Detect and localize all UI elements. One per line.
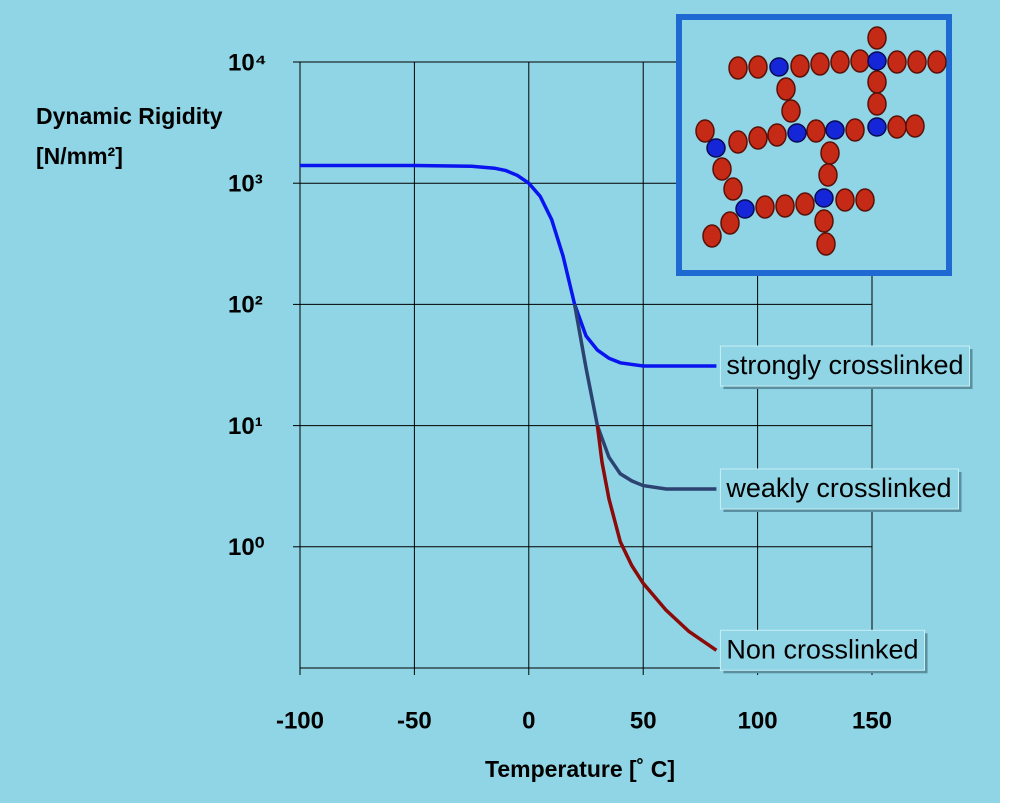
y-tick-label: 10¹ bbox=[228, 413, 263, 440]
series-label-text: weakly crosslinked bbox=[725, 473, 951, 503]
x-tick-label: -100 bbox=[276, 707, 324, 734]
series-label: Non crosslinked bbox=[720, 630, 927, 673]
x-tick-label: -50 bbox=[397, 707, 432, 734]
chart: 10⁰ 10¹ 10² 10³ 10⁴ -100 -50 0 50 100 150 strongly … bbox=[0, 0, 1013, 803]
series-label-text: Non crosslinked bbox=[726, 634, 918, 664]
series-label: strongly crosslinked bbox=[720, 346, 972, 389]
y-axis-unit: [N/mm²] bbox=[36, 143, 123, 169]
y-axis-title: Dynamic Rigidity bbox=[36, 103, 223, 129]
x-axis-title: Temperature [˚ C] bbox=[485, 756, 675, 782]
y-tick-label: 10³ bbox=[228, 171, 263, 198]
y-tick-label: 10² bbox=[228, 292, 263, 319]
y-tick-label: 10⁴ bbox=[228, 49, 267, 76]
y-tick-label: 10⁰ bbox=[228, 534, 265, 561]
network-diagram bbox=[679, 17, 949, 273]
series-label-text: strongly crosslinked bbox=[726, 350, 963, 380]
series-label: weakly crosslinked bbox=[720, 469, 961, 512]
x-tick-label: 0 bbox=[522, 707, 535, 734]
x-tick-label: 150 bbox=[852, 707, 892, 734]
x-tick-label: 100 bbox=[738, 707, 778, 734]
x-tick-label: 50 bbox=[630, 707, 657, 734]
